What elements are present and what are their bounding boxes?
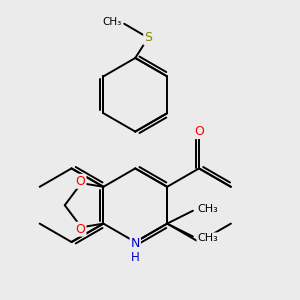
Text: CH₃: CH₃ [197,204,218,214]
Text: CH₃: CH₃ [102,17,121,27]
Text: S: S [144,31,152,44]
Text: O: O [194,125,204,138]
Text: O: O [76,223,85,236]
Text: N: N [130,237,140,250]
Text: CH₃: CH₃ [197,233,218,243]
Text: O: O [76,175,85,188]
Text: H: H [131,251,140,264]
